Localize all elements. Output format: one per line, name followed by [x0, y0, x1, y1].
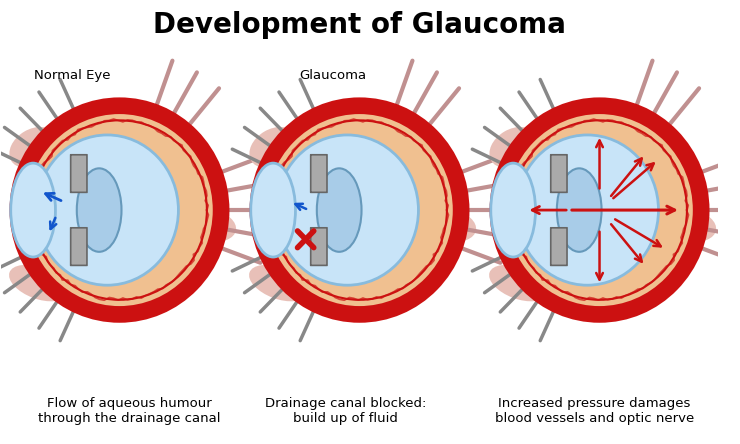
Ellipse shape	[491, 163, 536, 257]
Text: Increased pressure damages
blood vessels and optic nerve: Increased pressure damages blood vessels…	[495, 397, 694, 425]
FancyBboxPatch shape	[551, 228, 567, 266]
Text: Normal Eye: Normal Eye	[34, 69, 111, 83]
Circle shape	[18, 106, 221, 314]
Text: Development of Glaucoma: Development of Glaucoma	[153, 11, 566, 39]
FancyBboxPatch shape	[311, 155, 327, 192]
Ellipse shape	[9, 265, 67, 301]
Ellipse shape	[425, 210, 476, 242]
Ellipse shape	[249, 127, 297, 168]
FancyBboxPatch shape	[71, 155, 87, 192]
FancyBboxPatch shape	[71, 228, 87, 266]
Text: Glaucoma: Glaucoma	[300, 69, 366, 83]
Ellipse shape	[666, 210, 716, 242]
Ellipse shape	[36, 135, 178, 285]
Text: Flow of aqueous humour
through the drainage canal: Flow of aqueous humour through the drain…	[38, 397, 221, 425]
Ellipse shape	[556, 168, 602, 252]
Ellipse shape	[10, 163, 56, 257]
Ellipse shape	[186, 210, 236, 242]
Circle shape	[258, 106, 461, 314]
Circle shape	[498, 106, 702, 314]
Ellipse shape	[317, 168, 362, 252]
Ellipse shape	[10, 127, 57, 168]
FancyBboxPatch shape	[551, 155, 567, 192]
Ellipse shape	[251, 163, 295, 257]
Ellipse shape	[77, 168, 121, 252]
Ellipse shape	[489, 265, 548, 301]
Text: Drainage canal blocked:
build up of fluid: Drainage canal blocked: build up of flui…	[265, 397, 426, 425]
Ellipse shape	[489, 127, 537, 168]
Ellipse shape	[276, 135, 418, 285]
Ellipse shape	[517, 135, 659, 285]
FancyBboxPatch shape	[311, 228, 327, 266]
Ellipse shape	[249, 265, 307, 301]
